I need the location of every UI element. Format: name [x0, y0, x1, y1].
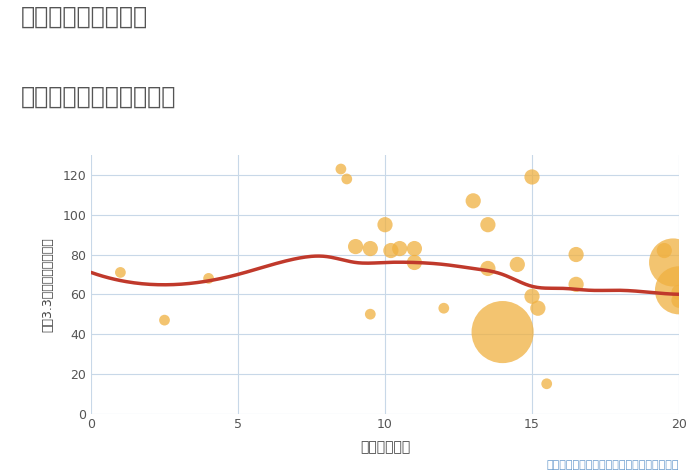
Point [394, 245, 405, 252]
Point [512, 261, 523, 268]
Point [468, 197, 479, 204]
Point [409, 245, 420, 252]
Point [438, 305, 449, 312]
X-axis label: 駅距離（分）: 駅距離（分） [360, 440, 410, 454]
Text: 円の大きさは、取引のあった物件面積を示す: 円の大きさは、取引のあった物件面積を示す [547, 460, 679, 470]
Point [115, 269, 126, 276]
Point [203, 274, 214, 282]
Point [673, 289, 685, 296]
Point [335, 165, 346, 173]
Point [570, 251, 582, 258]
Point [350, 243, 361, 251]
Point [497, 329, 508, 336]
Point [365, 245, 376, 252]
Point [159, 316, 170, 324]
Point [673, 287, 685, 294]
Point [570, 281, 582, 288]
Point [659, 247, 670, 254]
Point [482, 221, 493, 228]
Text: 埼玉県鴻巣市荊原の: 埼玉県鴻巣市荊原の [21, 5, 148, 29]
Point [526, 292, 538, 300]
Point [385, 247, 396, 254]
Point [482, 265, 493, 272]
Text: 駅距離別中古戸建て価格: 駅距離別中古戸建て価格 [21, 85, 176, 109]
Point [673, 297, 685, 304]
Point [409, 258, 420, 266]
Point [668, 258, 679, 266]
Point [532, 305, 543, 312]
Point [541, 380, 552, 388]
Point [341, 175, 352, 183]
Y-axis label: 坪（3.3㎡）単価（万円）: 坪（3.3㎡）単価（万円） [41, 237, 54, 332]
Point [379, 221, 391, 228]
Point [526, 173, 538, 181]
Point [365, 310, 376, 318]
